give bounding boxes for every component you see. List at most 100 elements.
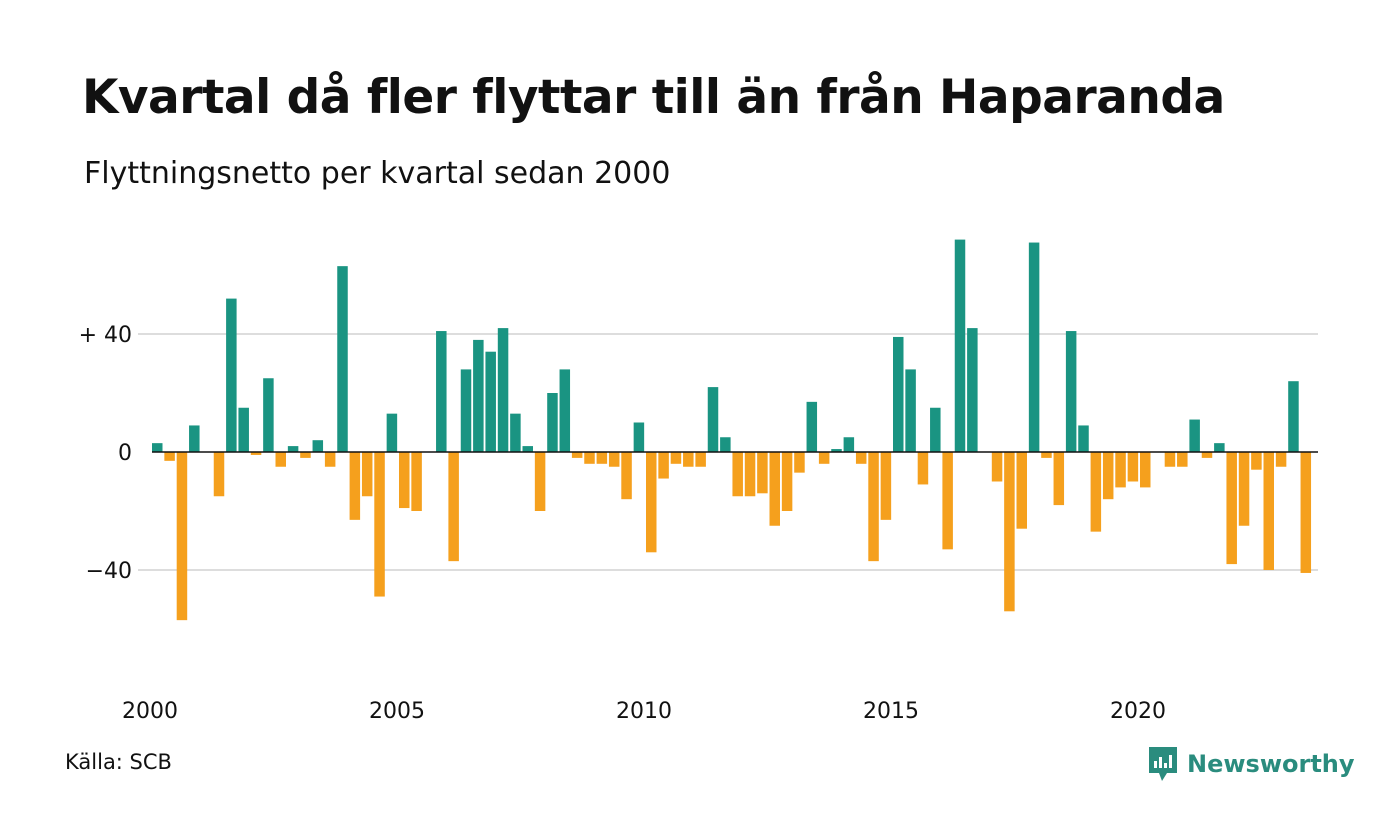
bar: [1140, 452, 1151, 488]
bar: [361, 452, 373, 497]
bar: [806, 401, 818, 452]
bar: [868, 452, 879, 562]
bar: [1226, 452, 1237, 565]
bar: [349, 452, 361, 520]
bar: [670, 452, 682, 464]
bar: [633, 422, 645, 452]
bar: [695, 452, 706, 467]
bar: [1214, 443, 1225, 452]
bar: [485, 351, 496, 452]
chart-subtitle: Flyttningsnetto per kvartal sedan 2000: [84, 156, 671, 191]
x-tick-label: 2010: [616, 699, 672, 724]
bar: [855, 452, 867, 464]
brand-logo[interactable]: Newsworthy: [1147, 744, 1355, 784]
bar: [744, 452, 756, 497]
bar: [559, 369, 571, 452]
x-tick-label: 2000: [122, 699, 178, 724]
bars: [152, 239, 1312, 621]
bar: [152, 443, 163, 452]
bar: [991, 452, 1003, 482]
bar: [213, 452, 225, 497]
bar: [510, 413, 521, 452]
bar: [1102, 452, 1114, 500]
bar: [1288, 381, 1299, 452]
bar: [1263, 452, 1274, 570]
bar: [818, 452, 830, 464]
bar: [1004, 452, 1015, 612]
bar: [312, 440, 324, 452]
bar: [1300, 452, 1312, 573]
gridlines: [138, 333, 1318, 571]
x-tick-label: 2015: [863, 699, 919, 724]
bar: [917, 452, 929, 485]
bar: [905, 369, 916, 452]
bar: [374, 452, 385, 597]
newsworthy-logo-icon: [1149, 747, 1177, 781]
bar: [263, 378, 274, 452]
bar: [1028, 242, 1040, 452]
bar: [683, 452, 694, 467]
bar: [596, 452, 608, 464]
bar: [1041, 452, 1052, 458]
bar: [954, 239, 966, 452]
y-tick-label: −40: [86, 559, 132, 584]
bar: [460, 369, 472, 452]
bar: [386, 413, 398, 452]
bar: [1177, 452, 1188, 467]
bar: [250, 452, 262, 455]
bar: [757, 452, 768, 494]
bar: [942, 452, 953, 550]
bar: [287, 446, 299, 452]
bar: [1090, 452, 1102, 532]
bar: [436, 331, 447, 452]
bar: [1016, 452, 1027, 529]
bar: [337, 266, 348, 452]
bar: [646, 452, 657, 553]
bar: [893, 336, 904, 452]
chart-title: Kvartal då fler flyttar till än från Hap…: [82, 70, 1225, 125]
x-tick-label: 2020: [1110, 699, 1166, 724]
bar: [621, 452, 632, 500]
bar: [522, 446, 533, 452]
bar: [571, 452, 583, 458]
bar: [658, 452, 669, 479]
bar: [164, 452, 175, 461]
bar: [720, 437, 731, 452]
y-tick-label: + 40: [79, 323, 132, 348]
bar: [843, 437, 855, 452]
bar: [732, 452, 743, 497]
y-tick-label: 0: [118, 441, 132, 466]
bar: [781, 452, 793, 511]
bar: [1115, 452, 1126, 488]
bar: [584, 452, 595, 464]
bar: [1065, 331, 1077, 452]
bar: [547, 393, 558, 452]
x-axis-labels: 2000 2005 2010 2015 2020: [122, 699, 1166, 724]
bar: [497, 328, 509, 452]
bar: [300, 452, 311, 458]
bar: [473, 339, 484, 452]
y-axis-labels: + 40 0 −40: [79, 323, 132, 584]
bar: [1053, 452, 1065, 506]
bar: [411, 452, 422, 511]
bar: [831, 449, 842, 452]
bar: [880, 452, 892, 520]
bar: [238, 407, 249, 452]
bar: [189, 425, 200, 452]
bar: [275, 452, 286, 467]
bar: [967, 328, 978, 452]
bar: [930, 407, 941, 452]
bar: [1127, 452, 1139, 482]
bar: [794, 452, 805, 473]
bar: [226, 298, 237, 452]
bar: [176, 452, 188, 621]
bar: [399, 452, 410, 509]
x-tick-label: 2005: [369, 699, 425, 724]
bar: [1251, 452, 1262, 470]
bar: [1164, 452, 1176, 467]
bar: [1078, 425, 1089, 452]
brand-name: Newsworthy: [1187, 750, 1355, 778]
bar: [1238, 452, 1250, 526]
bar-chart: + 40 0 −40 2000 2005 2010 2015 2020: [79, 239, 1318, 724]
bar: [608, 452, 620, 467]
